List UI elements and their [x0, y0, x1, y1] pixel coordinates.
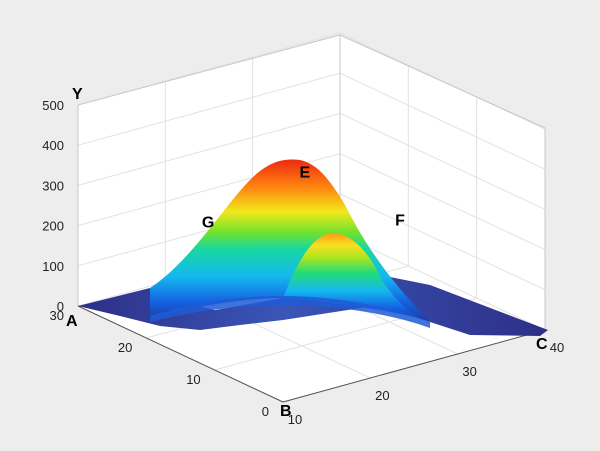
tick-labels: 0 100 200 300 400 500 0 10 20 30 10 20 30 40: [42, 98, 564, 427]
y-tick-label: 100: [42, 259, 64, 274]
y-tick-label: 0: [57, 299, 64, 314]
surface-floor-right: [283, 276, 548, 336]
corner-label-c: C: [536, 336, 548, 353]
point-labels: Y A B C E G F D: [66, 86, 548, 420]
back-right-wall: [340, 35, 545, 330]
x-tick-label: 30: [462, 364, 476, 379]
x-tick-label: 20: [375, 388, 389, 403]
z-tick-label: 10: [186, 372, 200, 387]
z-tick-label: 20: [118, 340, 132, 355]
z-tick-label: 0: [262, 404, 269, 419]
point-label-d: D: [302, 323, 314, 340]
y-tick-label: 300: [42, 178, 64, 193]
x-tick-label: 10: [288, 412, 302, 427]
axis-lines: [77, 305, 546, 403]
y-tick-label: 400: [42, 138, 64, 153]
surface-rim: [150, 296, 430, 328]
y-tick-label: 500: [42, 98, 64, 113]
point-label-g: G: [202, 214, 214, 231]
plot-frame: [77, 34, 546, 330]
corner-label-a: A: [66, 313, 78, 330]
corner-label-b: B: [280, 403, 292, 420]
point-label-f: F: [395, 213, 405, 230]
x-axis-line: [282, 329, 546, 403]
y-axis-label: Y: [72, 86, 83, 103]
grid-line-z: [214, 97, 478, 371]
y-tick-label: 200: [42, 219, 64, 234]
z-tick-label: 30: [50, 308, 64, 323]
x-tick-label: 40: [550, 340, 564, 355]
z-axis-line: [77, 305, 284, 403]
point-label-e: E: [300, 164, 311, 181]
surface: [78, 159, 548, 336]
